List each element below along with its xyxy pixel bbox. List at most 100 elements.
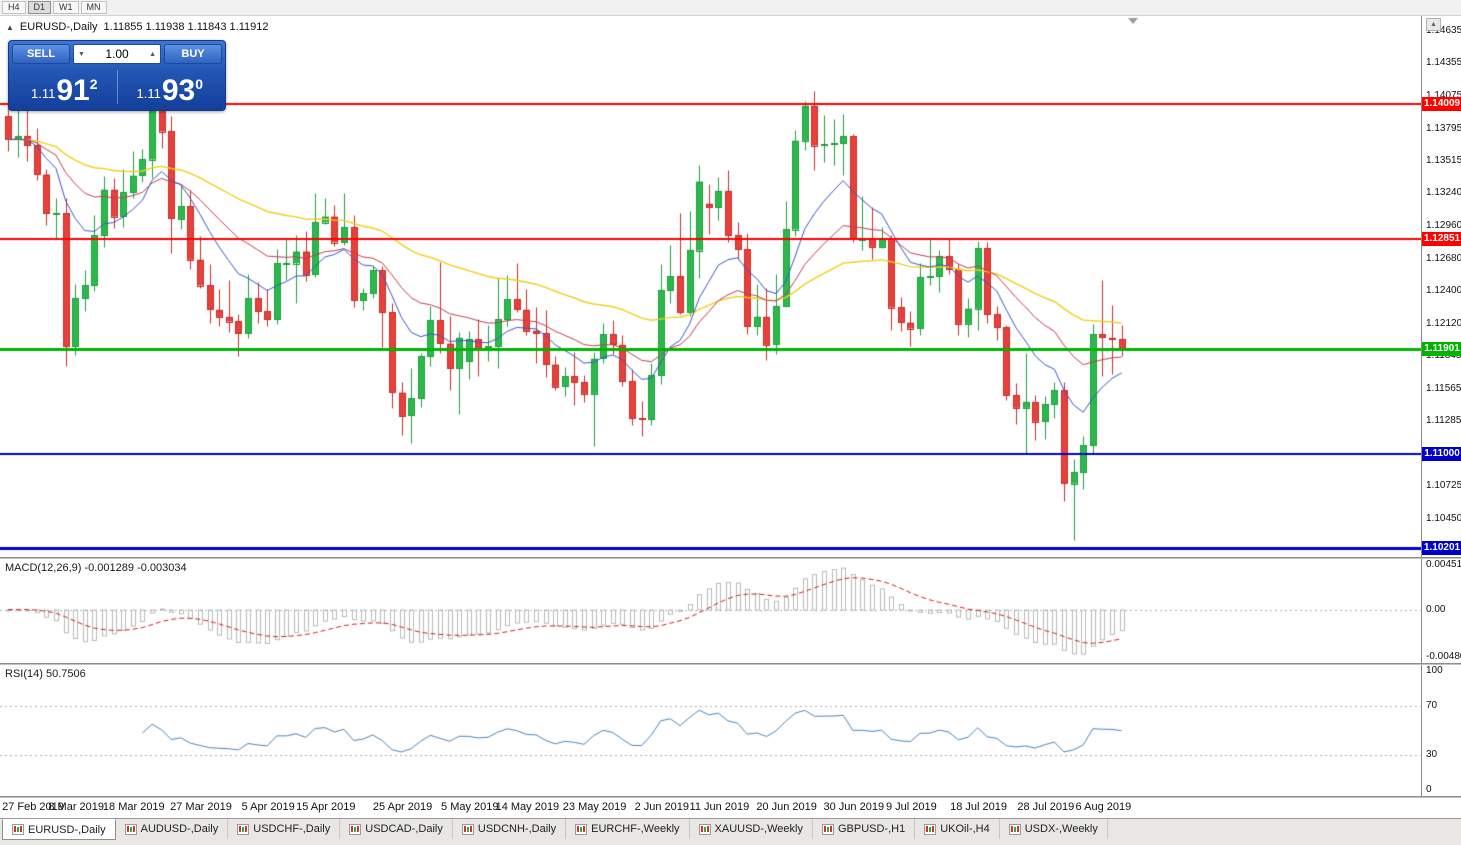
price-tick-label: 1.12120 (1426, 317, 1461, 329)
date-label: 18 Jul 2019 (950, 801, 1008, 813)
rsi-pane[interactable] (0, 665, 1421, 796)
macd-pane[interactable] (0, 559, 1421, 663)
pane-separator[interactable] (0, 557, 1461, 559)
date-label: 2 Jun 2019 (634, 801, 690, 813)
chart-tab-icon (461, 823, 474, 835)
chart-tab[interactable]: USDCAD-,Daily (340, 819, 453, 839)
macd-axis[interactable]: 0.004517 0.00 -0.004806 (1421, 559, 1461, 663)
rsi-scale-label: 0 (1426, 784, 1432, 795)
pane-separator[interactable] (0, 663, 1461, 665)
macd-scale-label: 0.00 (1426, 603, 1446, 615)
sell-price-big: 91 (56, 74, 90, 107)
chart-tab-label: USDCHF-,Daily (253, 823, 331, 835)
chart-tab-label: USDX-,Weekly (1024, 823, 1098, 835)
date-label: 5 May 2019 (441, 801, 499, 813)
chart-tab[interactable]: USDX-,Weekly (1000, 819, 1108, 839)
date-label: 18 Mar 2019 (102, 801, 165, 813)
chart-tab-label: XAUUSD-,Weekly (714, 823, 803, 835)
sell-price[interactable]: 1.11 91 2 (12, 67, 117, 107)
chart-tab-label: USDCNH-,Daily (477, 823, 557, 835)
date-label: 15 Apr 2019 (296, 801, 356, 813)
volume-decrease-icon[interactable]: ▼ (78, 50, 85, 58)
price-line-tag: 1.10201 (1422, 540, 1461, 555)
chart-tab-label: EURCHF-,Weekly (591, 823, 680, 835)
macd-scale-label: -0.004806 (1426, 651, 1461, 662)
chart-tab[interactable]: USDCHF-,Daily (228, 819, 341, 839)
price-divider (116, 70, 118, 104)
price-tick-label: 1.14635 (1426, 24, 1461, 36)
date-label: 23 May 2019 (562, 801, 627, 813)
date-label: 27 Mar 2019 (170, 801, 232, 813)
price-tick-label: 1.12680 (1426, 252, 1461, 264)
volume-stepper[interactable]: ▼ ▲ (73, 44, 161, 64)
rsi-scale-label: 30 (1426, 748, 1438, 760)
timeframe-button-h4[interactable]: H4 (2, 1, 26, 14)
date-label: 11 Jun 2019 (689, 801, 750, 813)
rsi-axis[interactable]: 100 70 30 0 (1421, 665, 1461, 796)
chart-tab[interactable]: GBPUSD-,H1 (813, 819, 916, 839)
price-tick-label: 1.12400 (1426, 285, 1461, 297)
date-label: 28 Jul 2019 (1017, 801, 1075, 813)
date-label: 20 Jun 2019 (756, 801, 817, 813)
sell-price-prefix: 1.11 (30, 86, 56, 101)
chart-tab-icon (12, 824, 24, 835)
price-tick-label: 1.13515 (1426, 155, 1461, 167)
date-label: 5 Apr 2019 (241, 801, 295, 813)
timeframe-toolbar: H4 D1 W1 MN (0, 0, 1461, 16)
date-label: 6 Aug 2019 (1075, 801, 1132, 813)
chart-tab-icon (124, 823, 137, 835)
symbol-period-label: EURUSD-,Daily (19, 21, 98, 33)
chart-tab[interactable]: XAUUSD-,Weekly (690, 819, 813, 839)
chart-tab[interactable]: USDCNH-,Daily (453, 819, 567, 839)
pane-separator[interactable] (0, 796, 1461, 798)
price-tick-label: 1.13795 (1426, 122, 1461, 134)
price-tick-label: 1.14075 (1426, 89, 1461, 101)
date-label: 27 Feb 2019 (2, 801, 64, 813)
date-label: 30 Jun 2019 (823, 801, 885, 813)
macd-scale-label: 0.004517 (1426, 559, 1461, 570)
timeframe-button-w1[interactable]: W1 (53, 1, 79, 14)
price-tick-label: 1.11565 (1426, 382, 1461, 394)
buy-price[interactable]: 1.11 93 0 (118, 67, 223, 107)
volume-input[interactable] (88, 47, 146, 61)
price-tick-label: 1.12960 (1426, 219, 1461, 231)
chart-tab-label: UKOil-,H4 (940, 823, 990, 835)
timeframe-button-d1[interactable]: D1 (27, 1, 52, 14)
sell-button[interactable]: SELL (12, 44, 70, 64)
chart-tab[interactable]: AUDUSD-,Daily (116, 819, 229, 839)
chart-tab-icon (349, 823, 362, 835)
price-tick-label: 1.10725 (1426, 480, 1461, 492)
buy-button[interactable]: BUY (164, 44, 222, 64)
panel-toggle-icon[interactable]: ▲ (6, 22, 14, 32)
buy-price-big: 93 (161, 74, 196, 107)
price-tick-label: 1.10450 (1426, 512, 1461, 524)
chart-tab[interactable]: UKOil-,H4 (915, 819, 1000, 839)
price-chart[interactable] (0, 16, 1421, 557)
volume-increase-icon[interactable]: ▲ (149, 50, 156, 58)
price-axis[interactable]: 1.14635 1.14355 1.14075 1.13795 1.13515 1.132… (1421, 16, 1461, 557)
chart-tab-label: USDCAD-,Daily (365, 823, 443, 835)
macd-indicator-label: MACD(12,26,9) -0.001289 -0.003034 (5, 562, 187, 574)
chart-tab[interactable]: EURUSD-,Daily (2, 819, 116, 840)
chart-tab-icon (575, 823, 588, 835)
chart-tab-label: GBPUSD-,H1 (837, 823, 906, 835)
date-label: 14 May 2019 (495, 801, 560, 813)
date-label: 25 Apr 2019 (372, 801, 433, 813)
date-label: 8 Mar 2019 (48, 801, 105, 813)
buy-price-prefix: 1.11 (136, 86, 161, 101)
timeframe-button-mn[interactable]: MN (80, 1, 107, 14)
chart-tab-label: EURUSD-,Daily (28, 823, 106, 836)
sell-price-sup: 2 (89, 76, 98, 92)
chart-title: ▲ EURUSD-,Daily 1.11855 1.11938 1.11843 … (6, 21, 269, 33)
buy-price-sup: 0 (195, 76, 203, 92)
chart-tab[interactable]: EURCHF-,Weekly (566, 819, 690, 839)
time-axis[interactable]: 27 Feb 2019 8 Mar 2019 18 Mar 2019 27 Mar 2… (0, 798, 1461, 818)
price-line-tag: 1.12851 (1422, 231, 1461, 246)
axis-scroll-button[interactable]: ▲ (1426, 18, 1441, 31)
price-line-tag: 1.11901 (1422, 342, 1461, 357)
price-tick-label: 1.11285 (1426, 415, 1461, 427)
chart-tab-icon (237, 823, 250, 835)
price-tick-label: 1.13240 (1426, 187, 1461, 199)
